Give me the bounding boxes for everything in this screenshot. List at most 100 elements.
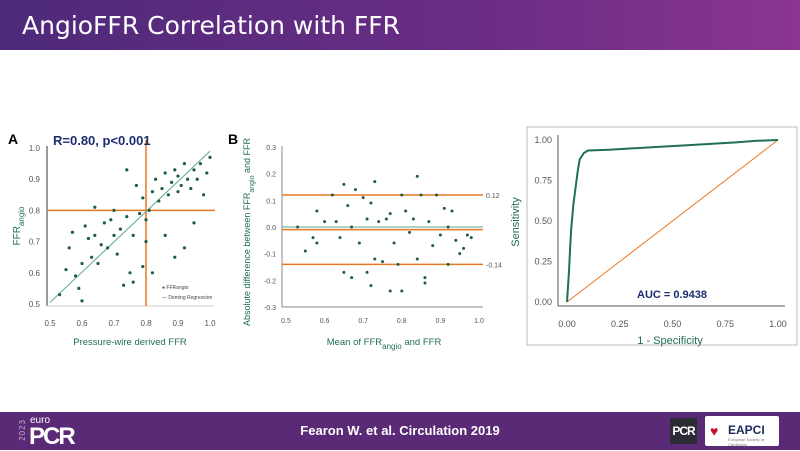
y-tick-b: 0.3 [266, 145, 276, 152]
data-point-a [144, 218, 148, 222]
data-point-a [93, 205, 97, 209]
data-point-b [330, 193, 334, 197]
data-point-b [400, 289, 404, 293]
x-tick-b: 0.5 [281, 318, 291, 325]
x-tick-c: 0.00 [558, 319, 576, 329]
data-point-a [125, 168, 129, 172]
data-point-a [96, 261, 100, 266]
data-point-a [141, 196, 145, 200]
y-axis-label-b: Absolute difference between FFRangio and… [242, 137, 256, 326]
eapci-subtext: European Society of Cardiology [728, 437, 765, 447]
data-point-b [388, 212, 392, 216]
logo-prefix: euro [30, 415, 51, 426]
data-point-b [346, 204, 350, 208]
data-point-b [388, 289, 392, 293]
data-point-b [446, 262, 450, 266]
y-axis-label-a: FFRangio [12, 206, 26, 246]
data-point-b [465, 233, 469, 237]
data-point-a [77, 286, 81, 290]
data-point-b [311, 236, 315, 240]
y-tick-c: 0.00 [534, 297, 552, 307]
pcr-logo: PCR [670, 418, 697, 444]
x-tick-a: 0.9 [172, 319, 184, 328]
panel-label-b: B [228, 131, 238, 147]
data-point-a [198, 162, 202, 166]
data-point-a [166, 193, 170, 197]
data-point-b [427, 220, 431, 224]
x-tick-c: 0.25 [611, 319, 629, 329]
data-point-b [415, 257, 419, 261]
x-axis-label-a: Pressure-wire derived FFR [73, 337, 187, 348]
data-point-a [192, 168, 196, 172]
data-point-b [353, 188, 357, 192]
y-tick-b: -0.1 [264, 252, 276, 259]
data-point-a [67, 246, 71, 250]
data-point-a [176, 174, 180, 178]
y-tick-a: 0.9 [29, 175, 41, 184]
y-tick-a: 0.6 [29, 269, 41, 278]
eapci-logo: ♥ EAPCI European Society of Cardiology [705, 416, 779, 447]
y-tick-c: 0.75 [534, 176, 552, 186]
data-point-a [99, 243, 103, 247]
data-point-b [381, 260, 384, 264]
data-point-b [396, 262, 400, 266]
data-point-a [58, 293, 62, 297]
data-point-b [438, 233, 442, 237]
slide-title: AngioFFR Correlation with FFR [22, 11, 401, 40]
y-tick-a: 0.7 [29, 238, 41, 247]
legend-item-regression: — Deming Regression [162, 295, 213, 301]
x-tick-c: 0.75 [716, 319, 734, 329]
data-point-a [170, 180, 174, 184]
data-point-a [144, 240, 148, 244]
y-tick-b: 0.2 [266, 172, 276, 179]
x-tick-a: 0.7 [108, 319, 120, 328]
data-point-b [450, 209, 454, 213]
data-point-a [195, 177, 199, 181]
data-point-a [192, 221, 196, 225]
data-point-b [365, 217, 369, 221]
x-tick-c: 1.00 [769, 319, 787, 329]
data-point-b [419, 193, 423, 197]
x-tick-c: 0.50 [664, 319, 682, 329]
data-point-b [373, 180, 377, 184]
data-point-b [323, 220, 327, 224]
data-point-a [64, 268, 68, 272]
x-tick-b: 0.8 [397, 318, 407, 325]
data-point-b [377, 220, 381, 224]
data-point-a [112, 233, 116, 237]
data-point-b [338, 236, 342, 240]
data-point-a [182, 246, 186, 250]
data-point-b [315, 209, 319, 213]
data-point-a [70, 230, 74, 234]
data-point-a [80, 261, 84, 266]
correlation-annotation: R=0.80, p<0.001 [53, 133, 151, 148]
data-point-b [469, 236, 473, 240]
x-axis-label-c: 1 - Specificity [637, 335, 703, 347]
x-tick-b: 1.0 [474, 318, 484, 325]
data-point-b [365, 270, 369, 274]
y-tick-b: 0.1 [266, 198, 276, 205]
x-tick-a: 1.0 [204, 319, 216, 328]
panel-label-a: A [8, 131, 18, 147]
y-tick-a: 1.0 [29, 144, 41, 153]
data-point-a [179, 183, 183, 188]
data-point-b [384, 217, 388, 221]
data-point-b [392, 241, 396, 245]
data-point-b [415, 174, 419, 178]
data-point-a [141, 264, 145, 269]
data-point-a [173, 255, 177, 259]
x-tick-a: 0.5 [44, 319, 56, 328]
data-point-a [93, 233, 97, 237]
roc-frame [526, 126, 798, 346]
y-tick-b: -0.2 [264, 278, 276, 285]
data-point-b [462, 246, 466, 250]
data-point-b [423, 281, 427, 285]
deming-regression-line [49, 150, 211, 303]
data-point-a [106, 246, 110, 250]
data-point-b [342, 270, 346, 274]
y-tick-b: 0.0 [266, 225, 276, 232]
data-point-b [431, 244, 435, 248]
y-tick-b: -0.3 [264, 305, 276, 312]
auc-annotation: AUC = 0.9438 [637, 289, 707, 301]
